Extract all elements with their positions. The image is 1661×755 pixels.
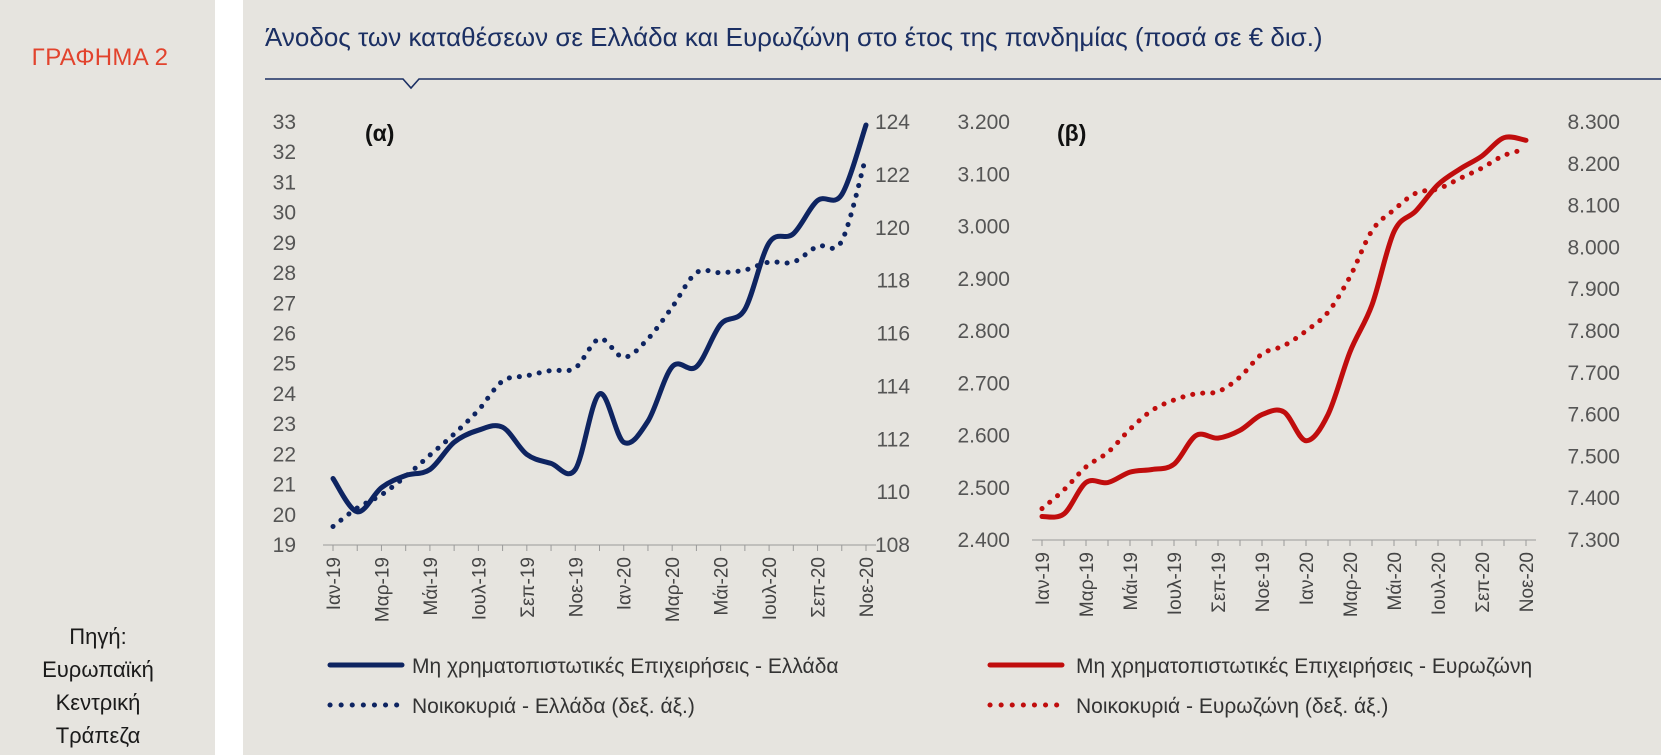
legend-label: Μη χρηματοπιστωτικές Επιχειρήσεις - Ευρω…	[1076, 655, 1532, 678]
right-axis-tick-label: 7.500	[1567, 445, 1620, 468]
panel-label: (β)	[1057, 120, 1086, 146]
x-axis-tick-label: Μάι-19	[1121, 552, 1142, 611]
panel-label: (α)	[365, 120, 394, 146]
legend-label: Νοικοκυριά - Ελλάδα (δεξ. άξ.)	[412, 695, 695, 718]
right-axis-tick-label: 7.900	[1567, 278, 1620, 301]
right-axis-tick-label: 110	[877, 481, 910, 504]
right-axis-tick-label: 8.200	[1567, 153, 1620, 176]
source-line: Τράπεζα	[55, 723, 141, 748]
x-axis-tick-label: Μαρ-20	[1341, 552, 1362, 617]
left-axis-tick-label: 2.800	[957, 320, 1010, 343]
source-line: Κεντρική	[55, 690, 141, 715]
right-axis-tick-label: 7.700	[1567, 362, 1620, 385]
x-axis-tick-label: Ιαν-19	[1033, 552, 1054, 605]
left-axis-tick-label: 22	[273, 443, 296, 466]
right-axis-tick-label: 108	[875, 534, 910, 557]
x-axis-tick-label: Σεπ-20	[1473, 552, 1494, 613]
figure-label: ΓΡΑΦΗΜΑ 2	[31, 44, 169, 71]
series-line-solid	[330, 122, 869, 515]
x-axis-tick-label: Νοε-19	[566, 557, 587, 617]
left-axis-tick-label: 30	[273, 202, 296, 225]
x-axis-tick-label: Νοε-20	[857, 557, 878, 617]
left-axis-tick-label: 23	[273, 413, 296, 436]
left-axis-tick-label: 27	[273, 292, 296, 315]
right-axis-tick-label: 7.600	[1567, 404, 1620, 427]
x-axis-tick-label: Ιουλ-19	[469, 557, 490, 620]
right-axis-tick-label: 112	[877, 428, 910, 451]
left-axis-tick-label: 3.000	[957, 216, 1010, 239]
source-line: Πηγή:	[69, 624, 127, 649]
x-axis-tick-label: Μαρ-19	[372, 557, 393, 622]
left-axis-tick-label: 24	[273, 383, 297, 406]
x-axis-tick-label: Ιαν-19	[324, 557, 345, 610]
x-axis-tick-label: Ιαν-20	[1297, 552, 1318, 605]
left-axis-tick-label: 2.600	[957, 425, 1010, 448]
x-axis-tick-label: Μαρ-20	[663, 557, 684, 622]
left-axis-tick-label: 3.100	[957, 163, 1010, 186]
left-axis-tick-label: 32	[273, 141, 296, 164]
right-axis-tick-label: 7.400	[1567, 487, 1620, 510]
legend-label: Νοικοκυριά - Ευρωζώνη (δεξ. άξ.)	[1076, 695, 1388, 718]
right-axis-tick-label: 8.300	[1567, 111, 1620, 134]
right-axis-tick-label: 120	[875, 217, 910, 240]
x-axis-tick-label: Μαρ-19	[1077, 552, 1098, 617]
left-axis-tick-label: 2.700	[957, 372, 1010, 395]
left-axis-tick-label: 21	[273, 474, 296, 497]
left-axis-tick-label: 2.400	[957, 529, 1010, 552]
x-axis-tick-label: Μάι-20	[712, 557, 733, 616]
source-note: Πηγή: Ευρωπαϊκή Κεντρική Τράπεζα	[22, 620, 174, 752]
right-axis-tick-label: 114	[877, 375, 911, 398]
x-axis-tick-label: Νοε-20	[1517, 552, 1538, 612]
left-axis-tick-label: 29	[273, 232, 296, 255]
x-axis-tick-label: Σεπ-20	[809, 557, 830, 618]
chart-title: Άνοδος των καταθέσεων σε Ελλάδα και Ευρω…	[265, 22, 1323, 52]
legend-label: Μη χρηματοπιστωτικές Επιχειρήσεις - Ελλά…	[412, 655, 839, 678]
x-axis-tick-label: Ιουλ-20	[760, 557, 781, 620]
right-axis-tick-label: 7.800	[1567, 320, 1620, 343]
chart-area-background	[243, 0, 1661, 755]
divider-strip	[215, 0, 243, 755]
left-axis-tick-label: 19	[273, 534, 296, 557]
x-axis-tick-label: Νοε-19	[1253, 552, 1274, 612]
left-axis-tick-label: 25	[273, 353, 296, 376]
left-axis-tick-label: 31	[273, 171, 296, 194]
right-axis-tick-label: 8.100	[1567, 195, 1620, 218]
left-axis-tick-label: 33	[273, 111, 296, 134]
left-axis-tick-label: 20	[273, 504, 296, 527]
title-underline	[265, 78, 1661, 90]
x-axis-tick-label: Ιουλ-20	[1429, 552, 1450, 615]
left-axis-tick-label: 26	[273, 323, 296, 346]
sidebar: ΓΡΑΦΗΜΑ 2 Πηγή: Ευρωπαϊκή Κεντρική Τράπε…	[0, 0, 215, 755]
series-line-dotted	[1039, 146, 1529, 512]
left-axis-tick-label: 3.200	[957, 111, 1010, 134]
series-line-solid	[1039, 134, 1529, 520]
right-axis-tick-label: 7.300	[1567, 529, 1620, 552]
right-axis-tick-label: 116	[877, 323, 910, 346]
source-line: Ευρωπαϊκή	[42, 657, 154, 682]
right-axis-tick-label: 118	[877, 270, 910, 293]
x-axis-tick-label: Μάι-19	[421, 557, 442, 616]
left-axis-tick-label: 28	[273, 262, 296, 285]
x-axis-tick-label: Σεπ-19	[1209, 552, 1230, 613]
x-axis-tick-label: Ιαν-20	[615, 557, 636, 610]
left-axis-tick-label: 2.500	[957, 477, 1010, 500]
right-axis-tick-label: 122	[875, 164, 910, 187]
right-axis-tick-label: 124	[875, 111, 910, 134]
left-axis-tick-label: 2.900	[957, 268, 1010, 291]
right-axis-tick-label: 8.000	[1567, 236, 1620, 259]
x-axis-tick-label: Σεπ-19	[518, 557, 539, 618]
x-axis-tick-label: Ιουλ-19	[1165, 552, 1186, 615]
x-axis-tick-label: Μάι-20	[1385, 552, 1406, 611]
series-line-dotted	[330, 153, 869, 529]
